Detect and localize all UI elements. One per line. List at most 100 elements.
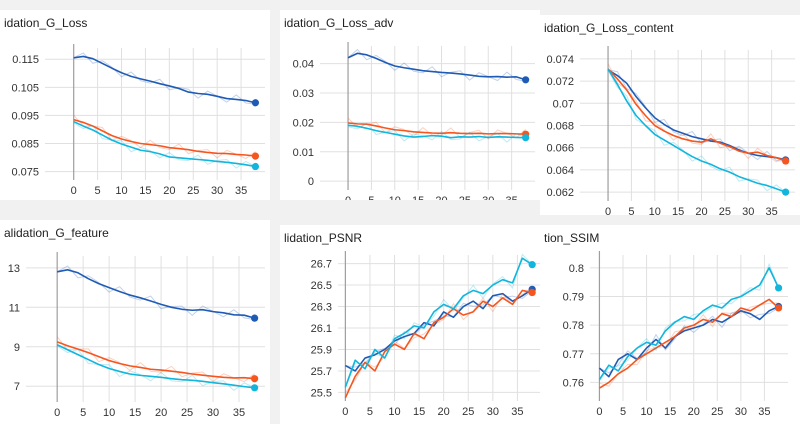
x-tick-label: 15 [413,406,425,418]
y-tick-label: 7 [14,381,20,393]
x-tick-label: 5 [95,185,101,197]
series-line [347,52,526,81]
y-tick-label: 0.07 [553,98,574,110]
chart-panel-loss: idation_G_Loss 0 5 10 15 20 25 30 35 0.115 0.105 0… [0,10,270,200]
y-tick-label: 25.5 [311,387,332,399]
series-end-marker [251,99,260,107]
y-tick-label: 0.062 [546,187,574,199]
series-end-marker [774,284,783,292]
x-tick-label: 15 [129,407,141,419]
y-tick-label: 0.77 [563,349,584,361]
y-tick-label: 0.01 [293,147,314,159]
y-tick-label: 0.072 [546,76,574,88]
x-tick-label: 15 [672,206,684,215]
series-end-marker [251,314,259,322]
x-tick-label: 35 [506,195,518,200]
y-tick-label: 25.7 [311,366,332,378]
y-tick-label: 0.03 [293,88,314,100]
x-tick-label: 10 [115,185,127,197]
y-tick-label: 13 [8,263,20,275]
x-tick-label: 20 [688,406,700,418]
series-end-marker [782,188,790,196]
y-tick-label: 26.1 [311,323,332,335]
x-tick-label: 20 [438,406,450,418]
x-tick-label: 0 [605,206,611,215]
chart-panel-loss-content: idation_G_Loss_content 0 5 10 15 20 25 30 35 0.0… [540,15,800,215]
series-raw-line [56,265,255,321]
series-line [73,118,256,157]
chart-panel-feature: alidation_G_feature 0 5 10 15 20 25 30 35 13 11 9 7 [0,220,270,424]
x-tick-label: 30 [482,195,494,200]
chart-svg: 0 5 10 15 20 25 30 35 0.074 0.072 0.07 0.068 0.066 0.… [546,46,795,215]
chart-title: lidation_PSNR [284,231,363,245]
series-line [607,69,786,161]
y-tick-label: 0.066 [546,143,574,155]
series-raw-line [344,253,533,389]
y-tick-label: 0.095 [11,110,39,122]
x-tick-label: 10 [649,206,661,215]
x-tick-label: 35 [235,185,247,197]
y-tick-label: 9 [14,342,20,354]
y-tick-label: 11 [9,302,20,314]
x-tick-label: 25 [187,185,199,197]
x-tick-label: 15 [139,185,151,197]
y-tick-label: 0 [308,176,314,188]
series-end-marker [251,152,260,160]
chart-svg: 0 5 10 15 20 25 30 35 26.7 26.5 26.3 26.1 25.9 25.7 25… [311,251,540,418]
series-end-marker [522,76,530,84]
y-tick-label: 0.02 [293,117,314,129]
x-tick-label: 10 [640,406,652,418]
chart-panel-loss-adv: idation_G_Loss_adv 0 5 10 15 20 25 30 35 0.04 0.0… [280,10,540,200]
series-line [344,288,533,372]
x-tick-label: 35 [511,406,523,418]
series-line [344,289,533,399]
x-tick-label: 5 [620,406,626,418]
y-tick-label: 26.5 [311,280,332,292]
series-line [73,55,256,104]
series-raw-line [599,262,780,382]
y-tick-label: 26.3 [311,302,332,314]
chart-svg: 0 5 10 15 20 25 30 35 0.115 0.105 0.095 0.085 0.075 [11,44,265,197]
x-tick-label: 30 [742,206,754,215]
series-raw-line [73,52,256,105]
x-tick-label: 30 [207,407,219,419]
x-tick-label: 25 [459,195,471,200]
chart-title: alidation_G_feature [4,226,109,240]
x-tick-label: 0 [345,195,351,200]
y-tick-label: 0.79 [563,292,584,304]
y-tick-label: 25.9 [311,344,332,356]
chart-panel-psnr: lidation_PSNR 0 5 10 15 20 25 30 35 26.7 26.5 26.3… [280,225,540,424]
x-tick-label: 5 [628,206,634,215]
series-line [347,122,526,135]
y-tick-label: 0.115 [12,54,39,66]
x-tick-label: 25 [719,206,731,215]
x-tick-label: 0 [71,185,77,197]
chart-svg: 0 5 10 15 20 25 30 35 0.8 0.79 0.78 0.77 0.76 [563,251,788,418]
x-tick-label: 10 [388,406,400,418]
y-tick-label: 0.105 [11,82,39,94]
series-raw-line [607,69,786,193]
series-raw-line [344,287,533,394]
x-tick-label: 30 [211,185,223,197]
y-tick-label: 26.7 [311,259,332,271]
y-tick-label: 0.068 [546,121,574,133]
x-tick-label: 0 [342,406,348,418]
y-tick-label: 0.8 [569,263,584,275]
y-tick-label: 0.76 [563,377,584,389]
series-line [607,68,786,162]
series-end-marker [774,304,783,312]
x-tick-label: 35 [758,406,770,418]
x-tick-label: 5 [368,195,374,200]
x-tick-label: 35 [766,206,778,215]
series-raw-line [56,336,255,383]
x-tick-label: 25 [181,407,193,419]
series-end-marker [528,261,536,269]
chart-title: idation_G_Loss_content [544,21,674,35]
series-line [344,257,533,388]
y-tick-label: 0.075 [11,167,39,179]
x-tick-label: 35 [233,407,245,419]
series-end-marker [522,134,530,142]
series-raw-line [73,114,256,160]
y-tick-label: 0.085 [11,138,39,150]
x-tick-label: 15 [412,195,424,200]
